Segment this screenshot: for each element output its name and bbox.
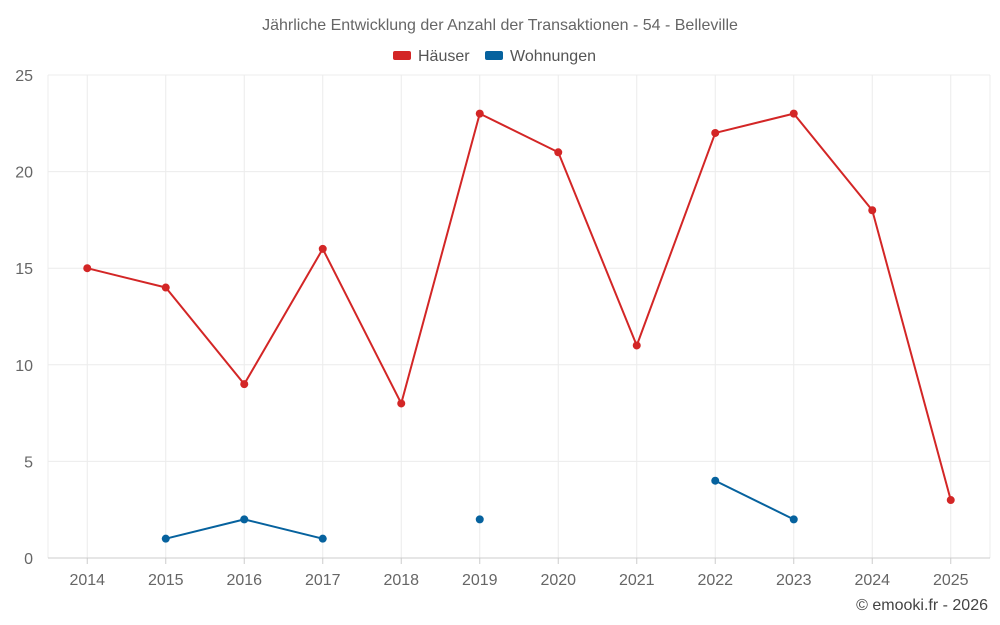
y-tick-label-10: 10 [15,358,33,375]
x-tick-label-2014: 2014 [69,572,105,589]
series-0-point-2024[interactable] [868,206,877,215]
series-0-point-2023[interactable] [789,109,798,118]
series-1-point-2019[interactable] [475,515,484,524]
series-1-point-2015[interactable] [161,534,170,543]
series-1-point-2023[interactable] [789,515,798,524]
legend-item-haeuser[interactable]: Häuser [393,48,470,65]
plot-area [83,109,955,543]
series-0 [83,109,955,505]
legend-label-wohnungen: Wohnungen [510,48,596,65]
x-tick-label-2018: 2018 [383,572,419,589]
x-tick-label-2019: 2019 [462,572,498,589]
x-tick-label-2022: 2022 [697,572,733,589]
series-0-point-2016[interactable] [240,380,249,389]
series-1-point-2016[interactable] [240,515,249,524]
series-1-point-2017[interactable] [318,534,327,543]
series-0-point-2021[interactable] [632,341,641,350]
series-0-point-2018[interactable] [397,399,406,408]
x-tick-label-2025: 2025 [933,572,969,589]
y-tick-label-15: 15 [15,261,33,278]
series-0-point-2019[interactable] [475,109,484,118]
series-0-point-2022[interactable] [711,128,720,137]
x-tick-label-2016: 2016 [226,572,262,589]
x-tick-label-2024: 2024 [854,572,890,589]
series-0-point-2017[interactable] [318,244,327,253]
series-0-line-0 [87,112,952,501]
legend: Häuser Wohnungen [393,48,596,65]
legend-swatch-haeuser [393,51,411,60]
series-0-point-2025[interactable] [946,496,955,505]
credit-text: © emooki.fr - 2026 [856,597,988,614]
x-tick-label-2023: 2023 [776,572,812,589]
x-tick-label-2021: 2021 [619,572,655,589]
series-1-line-2 [714,479,795,521]
x-tick-label-2015: 2015 [148,572,184,589]
y-tick-label-20: 20 [15,165,33,182]
legend-item-wohnungen[interactable]: Wohnungen [485,48,596,65]
x-tick-label-2020: 2020 [540,572,576,589]
series-1-point-2022[interactable] [711,476,720,485]
legend-label-haeuser: Häuser [418,48,470,65]
series-0-point-2020[interactable] [554,148,563,157]
y-tick-label-0: 0 [24,551,33,568]
legend-swatch-wohnungen [485,51,503,60]
x-tick-label-2017: 2017 [305,572,341,589]
chart-title: Jährliche Entwicklung der Anzahl der Tra… [262,17,738,34]
series-1 [161,476,798,543]
series-0-point-2014[interactable] [83,264,92,273]
series-0-point-2015[interactable] [161,283,170,292]
y-tick-label-25: 25 [15,68,33,85]
y-tick-label-5: 5 [24,454,33,471]
